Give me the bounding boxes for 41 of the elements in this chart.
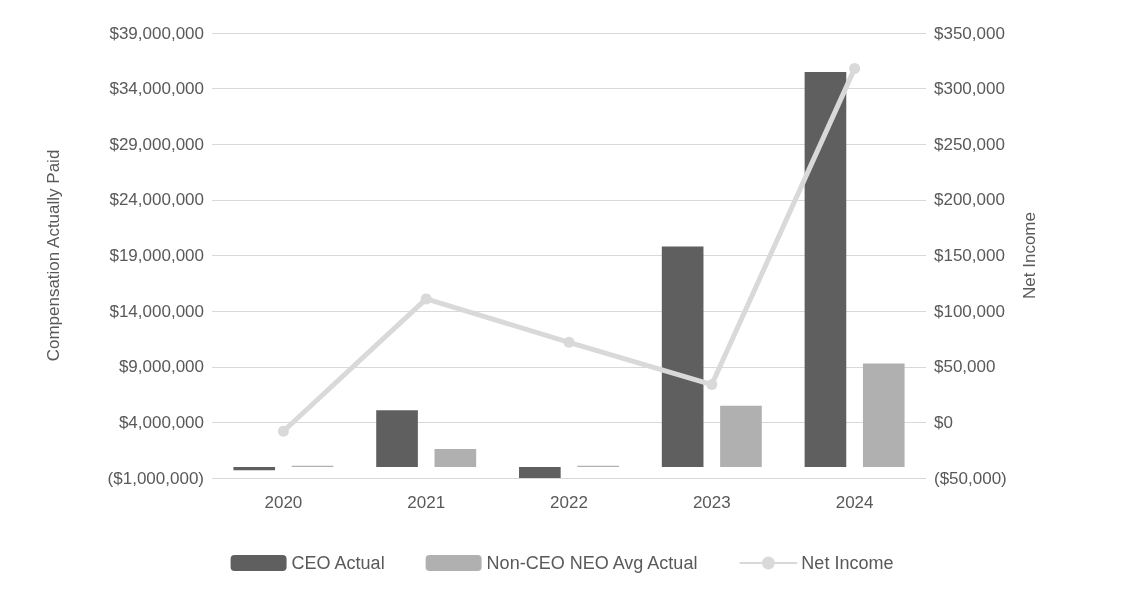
legend-label: Non-CEO NEO Avg Actual	[486, 553, 698, 573]
y2-tick-label: $150,000	[934, 246, 1005, 265]
bar	[862, 363, 905, 467]
y2-axis-title: Net Income	[1020, 212, 1039, 299]
y-tick-label: $34,000,000	[109, 79, 204, 99]
point	[420, 293, 432, 305]
y-tick-label: $29,000,000	[109, 134, 204, 154]
point	[706, 379, 718, 391]
y-tick-label: $4,000,000	[118, 412, 204, 432]
y-tick-label: $39,000,000	[109, 23, 204, 43]
x-tick-label: 2023	[692, 493, 731, 512]
bar	[233, 466, 276, 471]
bar	[376, 410, 418, 467]
y2-tick-label: $350,000	[934, 23, 1005, 43]
y-tick-label: $9,000,000	[118, 357, 204, 377]
x-tick-label: 2021	[407, 493, 446, 512]
y2-tick-label: $100,000	[934, 301, 1005, 321]
y-tick-label: $24,000,000	[109, 190, 204, 210]
point	[563, 336, 575, 348]
y2-tick-label: $200,000	[934, 190, 1005, 210]
bar	[720, 405, 762, 467]
y2-tick-label: $0	[934, 412, 953, 432]
x-tick-label: 2024	[835, 493, 874, 512]
y-tick-label: ($1,000,000)	[107, 468, 204, 488]
x-tick-label: 2020	[264, 493, 303, 512]
bar	[804, 71, 847, 467]
y2-tick-label: $250,000	[934, 134, 1005, 154]
y-tick-label: $19,000,000	[109, 246, 204, 265]
y2-tick-label: $50,000	[934, 357, 996, 377]
point	[849, 63, 861, 75]
x-tick-label: 2022	[550, 493, 588, 512]
y2-tick-label: ($50,000)	[934, 468, 1007, 488]
bar	[519, 466, 561, 478]
y2-tick-label: $300,000	[934, 79, 1005, 99]
point	[277, 425, 289, 437]
bar	[434, 449, 477, 467]
legend-label: Net Income	[801, 553, 894, 573]
y-axis-title: Compensation Actually Paid	[44, 149, 63, 362]
legend-label: CEO Actual	[291, 553, 385, 573]
bar	[661, 246, 704, 467]
y-tick-label: $14,000,000	[109, 301, 204, 321]
